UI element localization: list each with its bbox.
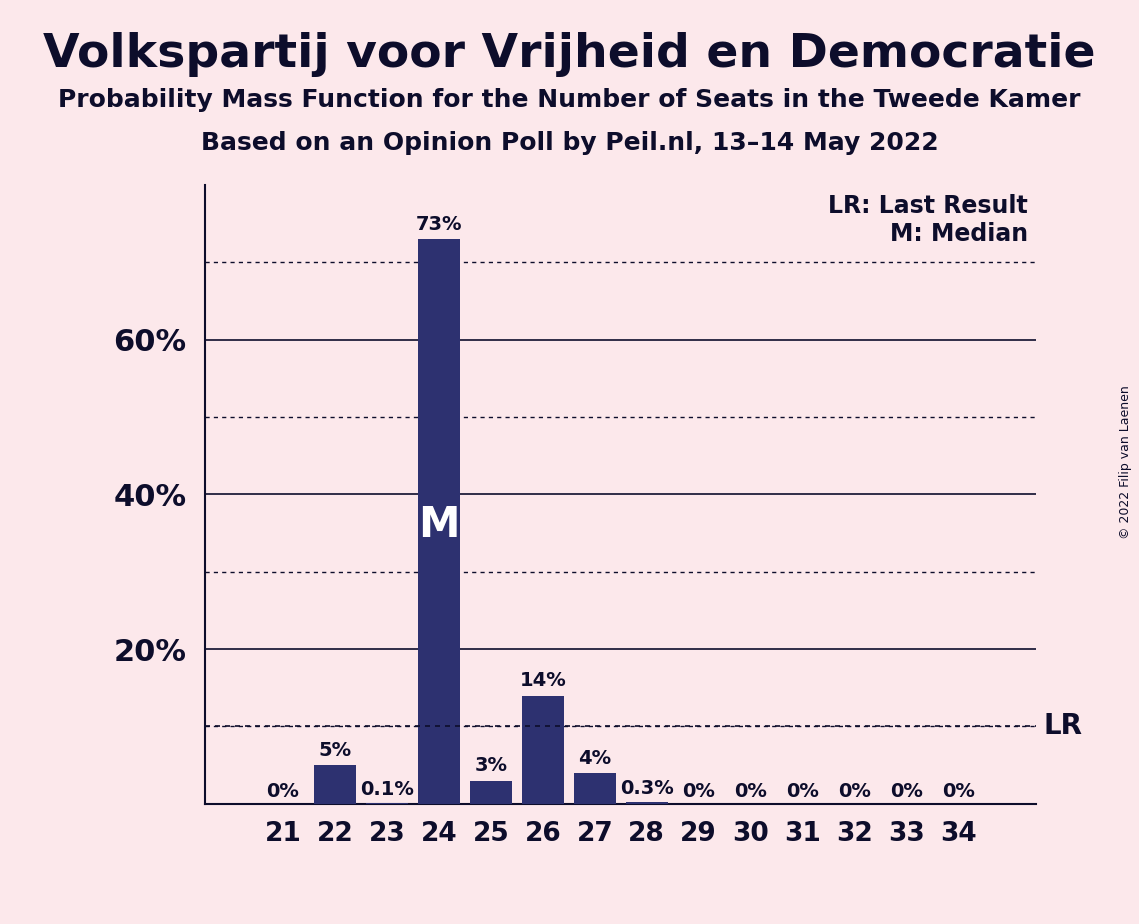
Text: M: M <box>418 505 460 546</box>
Bar <box>522 696 564 804</box>
Text: Volkspartij voor Vrijheid en Democratie: Volkspartij voor Vrijheid en Democratie <box>43 32 1096 78</box>
Text: 0%: 0% <box>891 782 923 801</box>
Text: 0%: 0% <box>267 782 300 801</box>
Text: 3%: 3% <box>474 756 507 775</box>
Text: LR: Last Result: LR: Last Result <box>828 194 1029 218</box>
Text: 73%: 73% <box>416 214 462 234</box>
Text: 0%: 0% <box>942 782 975 801</box>
Bar <box>574 772 615 804</box>
Text: M: Median: M: Median <box>890 222 1029 246</box>
Bar <box>314 765 355 804</box>
Text: 0.1%: 0.1% <box>360 780 413 799</box>
Bar <box>626 801 667 804</box>
Text: LR: LR <box>1043 712 1082 740</box>
Text: Based on an Opinion Poll by Peil.nl, 13–14 May 2022: Based on an Opinion Poll by Peil.nl, 13–… <box>200 131 939 155</box>
Text: 0%: 0% <box>786 782 819 801</box>
Text: 4%: 4% <box>579 748 612 768</box>
Text: Probability Mass Function for the Number of Seats in the Tweede Kamer: Probability Mass Function for the Number… <box>58 88 1081 112</box>
Bar <box>470 781 511 804</box>
Text: 0%: 0% <box>838 782 871 801</box>
Text: © 2022 Filip van Laenen: © 2022 Filip van Laenen <box>1118 385 1132 539</box>
Text: 0%: 0% <box>682 782 715 801</box>
Text: 14%: 14% <box>519 671 566 690</box>
Text: 0%: 0% <box>735 782 767 801</box>
Bar <box>418 239 460 804</box>
Text: 5%: 5% <box>319 741 352 760</box>
Text: 0.3%: 0.3% <box>620 779 673 797</box>
